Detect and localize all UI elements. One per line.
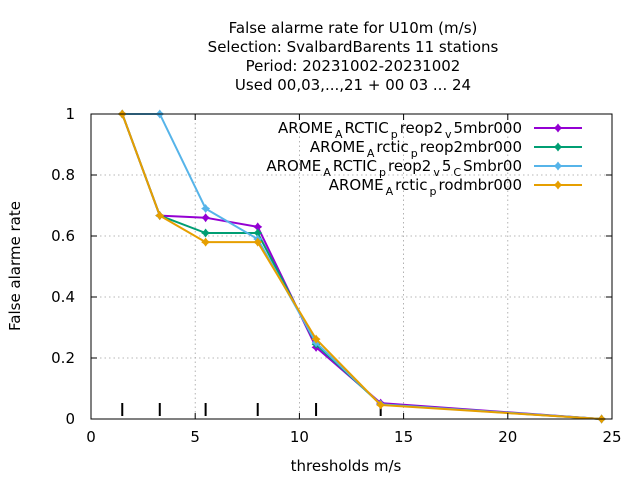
data-point [201, 213, 211, 223]
x-axis-label: thresholds m/s [291, 457, 402, 475]
legend-entry: AROME A RCTIC p reop2 v 5mbr000 [278, 119, 582, 141]
x-tick-label: 5 [190, 428, 200, 446]
legend-marker [553, 123, 563, 133]
data-point [201, 204, 211, 214]
chart-period-line: Period: 20231002-20231002 [246, 57, 461, 75]
data-point [201, 228, 211, 238]
data-point [253, 228, 263, 238]
chart-title: False alarme rate for U10m (m/s) Selecti… [208, 19, 499, 94]
grid [91, 114, 612, 419]
data-point [311, 334, 321, 344]
data-point [155, 211, 165, 221]
x-tick-label: 25 [602, 428, 621, 446]
y-tick-label: 0.8 [51, 166, 75, 184]
y-axis-label: False alarme rate [6, 201, 24, 331]
data-point [376, 400, 386, 410]
y-tick-label: 0 [65, 410, 75, 428]
x-tick-label: 20 [498, 428, 517, 446]
x-tick-label: 15 [394, 428, 413, 446]
x-tick-label: 10 [290, 428, 309, 446]
legend-entry: AROME A RCTIC p reop2 v 5 C Smbr00 [266, 157, 582, 179]
x-tick-label: 0 [86, 428, 96, 446]
y-tick-label: 0.6 [51, 227, 75, 245]
chart-title-line: False alarme rate for U10m (m/s) [229, 19, 478, 37]
data-point [253, 222, 263, 232]
data-point [253, 237, 263, 247]
x-axis: 0 5 10 15 20 25 [86, 114, 622, 446]
legend-marker [553, 161, 563, 171]
plot-frame [90, 113, 613, 420]
legend-marker [553, 180, 563, 190]
y-tick-label: 1 [65, 105, 75, 123]
chart-used-line: Used 00,03,...,21 + 00 03 ... 24 [235, 76, 471, 94]
chart-subtitle-line: Selection: SvalbardBarents 11 stations [208, 38, 499, 56]
legend-label: AROME A RCTIC p reop2 v 5mbr000 [278, 119, 522, 141]
y-tick-label: 0.2 [51, 349, 75, 367]
y-axis: 0 0.2 0.4 0.6 0.8 1 [51, 105, 612, 428]
y-tick-label: 0.4 [51, 288, 75, 306]
threshold-markers [121, 403, 382, 416]
data-point [201, 237, 211, 247]
legend-marker [553, 142, 563, 152]
legend-label: AROME A RCTIC p reop2 v 5 C Smbr00 [266, 157, 522, 179]
